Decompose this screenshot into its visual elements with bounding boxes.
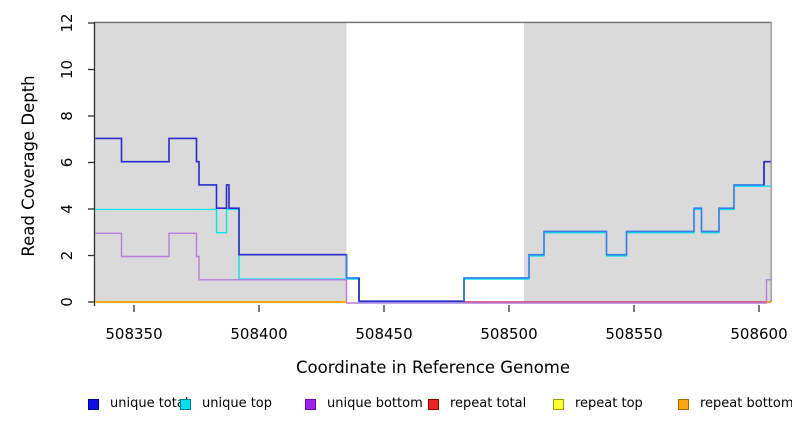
series-line-unique-total: [345, 254, 360, 302]
legend-swatch-repeat-top: [553, 398, 564, 410]
legend: unique total unique top unique bottom repea…: [0, 396, 792, 416]
legend-label-repeat-top: repeat top: [575, 396, 643, 411]
y-tick-label: 2: [58, 251, 76, 261]
x-tick-label: 508550: [605, 325, 662, 343]
repeat-region-shade: [524, 23, 771, 302]
series-line-unique-total: [358, 277, 465, 303]
legend-label-repeat-bottom: repeat bottom: [700, 396, 792, 411]
y-tick-label: 8: [58, 111, 76, 121]
y-tick-label: 0: [58, 297, 76, 307]
series-line-unique-total: [463, 161, 765, 302]
legend-label-repeat-total: repeat total: [450, 396, 527, 411]
y-tick-label: 10: [58, 60, 76, 79]
y-tick-label: 12: [58, 13, 76, 32]
y-axis-title: Read Coverage Depth: [19, 75, 38, 256]
series-line-unique-total: [763, 160, 771, 185]
x-tick-label: 508500: [480, 325, 537, 343]
series-line-unique-bottom: [95, 232, 771, 304]
legend-swatch-unique-bottom: [305, 398, 316, 410]
x-tick-label: 508350: [105, 325, 162, 343]
legend-label-unique-bottom: unique bottom: [327, 396, 423, 411]
x-tick-label: 508600: [730, 325, 787, 343]
legend-item-unique-total: unique total: [88, 396, 188, 412]
legend-label-unique-top: unique top: [202, 396, 273, 411]
y-tick-label: 4: [58, 204, 76, 214]
legend-item-repeat-bottom: repeat bottom: [678, 396, 792, 412]
legend-swatch-unique-top: [180, 398, 191, 410]
legend-item-unique-top: unique top: [180, 396, 272, 412]
legend-item-repeat-top: repeat top: [553, 396, 643, 412]
y-tick-label: 6: [58, 158, 76, 168]
legend-item-unique-bottom: unique bottom: [305, 396, 423, 412]
legend-label-unique-total: unique total: [110, 396, 189, 411]
legend-swatch-repeat-bottom: [678, 398, 689, 410]
x-axis-title: Coordinate in Reference Genome: [296, 358, 570, 377]
legend-swatch-unique-total: [88, 398, 99, 410]
legend-swatch-repeat-total: [428, 398, 439, 410]
x-tick-label: 508400: [230, 325, 287, 343]
series-line-unique-total: [95, 137, 348, 278]
x-tick-label: 508450: [355, 325, 412, 343]
legend-item-repeat-total: repeat total: [428, 396, 526, 412]
